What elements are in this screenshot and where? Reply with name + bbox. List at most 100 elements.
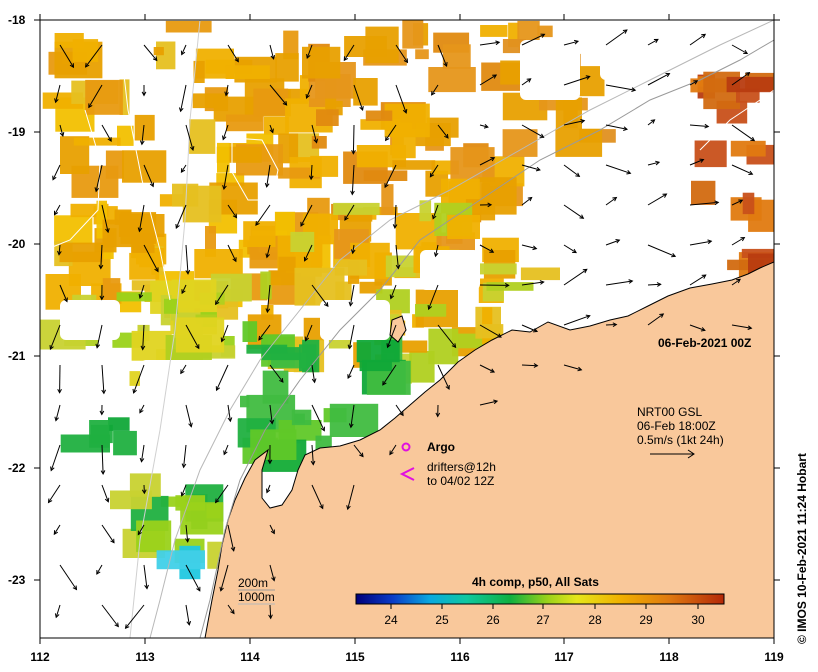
current-arrow-head — [57, 250, 62, 256]
current-arrow — [731, 72, 750, 86]
current-arrows — [47, 29, 756, 630]
current-arrow — [731, 324, 752, 329]
current-arrow — [269, 564, 275, 581]
current-arrow — [353, 84, 364, 111]
current-arrow — [53, 524, 61, 535]
current-legend-time: 06-Feb 18:00Z — [637, 419, 716, 433]
current-arrow — [731, 164, 753, 175]
current-arrow-head — [577, 366, 583, 372]
current-arrow — [311, 484, 324, 509]
lon-tick-label: 117 — [554, 650, 574, 664]
current-arrow — [225, 84, 229, 96]
current-arrow-head — [693, 80, 699, 85]
current-arrow-head — [347, 374, 352, 380]
current-arrow — [175, 204, 187, 229]
current-arrow — [731, 278, 741, 286]
current-arrow-head — [232, 257, 237, 263]
lat-tick-label: -22 — [8, 461, 26, 475]
current-arrow-head — [385, 136, 390, 142]
current-arrow-head — [63, 297, 68, 303]
current-arrow — [311, 404, 325, 431]
current-arrow-head — [54, 613, 60, 619]
depth-legend: 200m 1000m — [238, 576, 275, 605]
current-arrow — [139, 404, 145, 413]
current-arrow-head — [745, 71, 751, 77]
current-arrow — [347, 364, 355, 379]
current-arrow-head — [180, 50, 186, 56]
lat-tick-label: -21 — [8, 349, 26, 363]
credit-label: © IMOS 10-Feb-2021 11:24 Hobart — [795, 453, 809, 644]
current-arrow-head — [175, 223, 180, 229]
current-arrow — [521, 197, 533, 206]
current-arrow-head — [655, 160, 661, 166]
current-arrow — [223, 164, 229, 190]
current-arrow-head — [270, 54, 276, 60]
current-arrow — [731, 124, 755, 142]
current-arrow — [101, 364, 105, 394]
current-arrow — [689, 159, 704, 166]
current-arrow — [647, 119, 655, 126]
current-arrow — [59, 44, 74, 68]
current-arrow-head — [96, 569, 101, 575]
current-arrow — [647, 38, 659, 46]
current-arrow — [143, 564, 148, 589]
date-label: 06-Feb-2021 00Z — [658, 336, 751, 350]
current-arrow — [563, 40, 579, 46]
current-arrow — [266, 244, 271, 258]
current-arrow — [689, 124, 709, 127]
current-arrow-head — [535, 166, 541, 172]
current-arrow-head — [344, 215, 349, 221]
current-arrow — [306, 44, 313, 59]
current-arrow-head — [532, 245, 538, 251]
current-arrow — [647, 161, 660, 166]
current-arrow-head — [132, 388, 137, 394]
current-arrow-head — [359, 106, 364, 111]
current-arrow-head — [748, 170, 754, 175]
current-arrow-head — [489, 248, 495, 253]
current-arrow — [437, 124, 449, 139]
current-arrow — [647, 73, 670, 86]
current-arrow — [222, 124, 229, 140]
current-arrow-head — [443, 62, 448, 68]
current-arrow — [185, 404, 192, 427]
current-arrow-head — [701, 274, 707, 279]
current-arrow — [85, 44, 103, 68]
current-arrow — [521, 364, 538, 367]
current-arrow — [647, 244, 676, 257]
current-arrow — [258, 324, 271, 341]
current-arrow-head — [94, 187, 100, 193]
current-arrow — [428, 284, 439, 310]
bathymetry-1000m — [149, 20, 774, 638]
current-arrow-head — [585, 314, 591, 320]
current-arrow — [563, 244, 577, 254]
lon-tick-label: 119 — [764, 650, 784, 664]
current-arrow — [227, 604, 235, 614]
current-arrow-head — [269, 128, 274, 134]
current-arrow — [96, 564, 103, 575]
current-arrow-head — [490, 157, 496, 162]
current-arrow-head — [227, 417, 233, 423]
current-arrow-head — [265, 308, 271, 314]
current-arrow — [227, 204, 237, 218]
drifter-label-2: to 04/02 12Z — [427, 474, 494, 488]
current-arrow-head — [432, 214, 437, 220]
current-arrow — [221, 324, 229, 342]
current-arrow-head — [701, 33, 707, 39]
current-arrow-head — [628, 279, 634, 284]
current-arrow-head — [451, 343, 457, 349]
current-arrow-head — [575, 172, 581, 178]
current-arrow — [521, 324, 538, 332]
current-arrow-head — [141, 489, 147, 495]
current-arrow-head — [54, 98, 59, 104]
current-arrow — [227, 44, 239, 62]
drifter-label-1: drifters@12h — [427, 460, 496, 474]
current-arrow-head — [139, 408, 144, 414]
current-arrow-head — [184, 537, 190, 543]
current-arrow-head — [54, 210, 59, 216]
current-arrow-head — [429, 172, 435, 178]
current-arrow-head — [526, 78, 532, 83]
current-arrow — [266, 164, 271, 187]
current-arrow — [311, 444, 314, 465]
current-arrow-head — [178, 107, 184, 113]
current-arrow-head — [313, 138, 319, 144]
